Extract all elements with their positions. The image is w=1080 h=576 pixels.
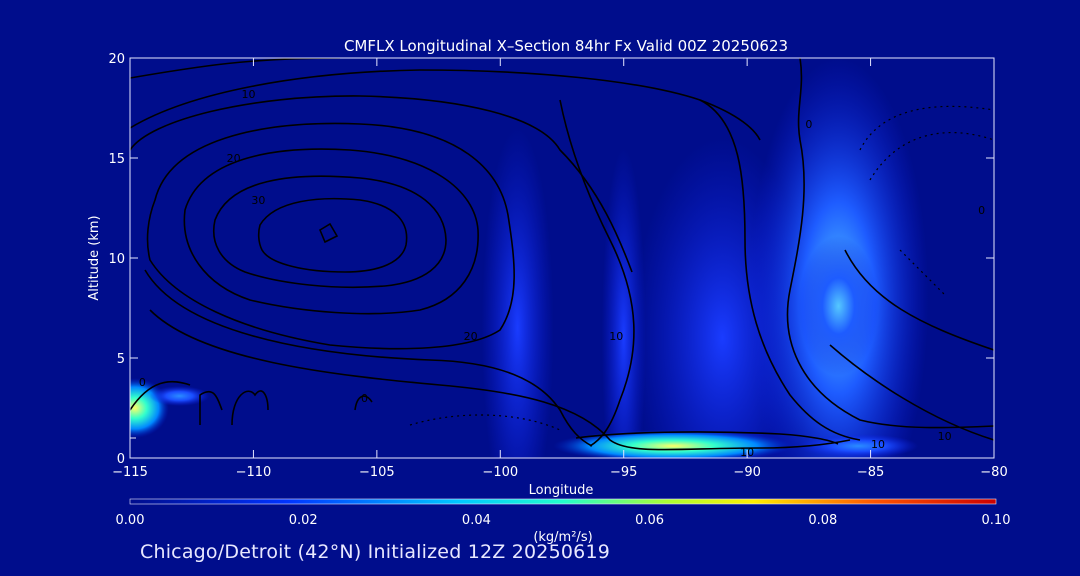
chart-title: CMFLX Longitudinal X–Section 84hr Fx Val…	[344, 37, 788, 55]
contour-line	[149, 309, 851, 451]
contour-line	[318, 222, 339, 244]
y-tick-label: 20	[108, 52, 125, 67]
contour-line	[144, 269, 593, 447]
contour-line	[559, 99, 635, 447]
x-tick-label: −105	[359, 465, 395, 480]
contour-line	[257, 197, 408, 273]
x-tick-label: −110	[236, 465, 272, 480]
x-tick-label: −115	[112, 465, 148, 480]
y-tick-label: 0	[117, 452, 125, 467]
contour-line	[899, 249, 946, 296]
flux-region	[553, 430, 794, 458]
contour-label: 0	[805, 118, 812, 131]
contour-line	[699, 99, 861, 441]
contour-line	[354, 395, 373, 411]
y-tick-label: 10	[108, 252, 125, 267]
contour-line	[575, 431, 839, 445]
contour-label: 0	[361, 392, 368, 405]
y-tick-label: 5	[117, 352, 125, 367]
flux-region	[481, 128, 554, 458]
contour-line	[130, 380, 191, 411]
contour-label: 10	[241, 88, 255, 101]
contour-label: 0	[978, 204, 985, 217]
contour-label: 20	[227, 152, 241, 165]
colorbar-tick-label: 0.08	[808, 513, 837, 528]
contour-lines	[130, 58, 994, 451]
colorbar-tick-label: 0.06	[635, 513, 664, 528]
colorbar-ticks: 0.00 0.02 0.04 0.06 0.08 0.10	[116, 513, 1011, 528]
colorbar-tick-label: 0.02	[289, 513, 318, 528]
contour-line	[130, 69, 761, 141]
contour-line	[199, 390, 223, 425]
y-axis-label: Altitude (km)	[87, 215, 102, 300]
colorbar-tick-label: 0.00	[116, 513, 145, 528]
flux-region-core	[798, 236, 879, 376]
colorbar: 0.00 0.02 0.04 0.06 0.08 0.10 (kg/m²/s)	[116, 498, 1011, 545]
x-tick-label: −80	[980, 465, 1007, 480]
y-tick-label: 15	[108, 152, 125, 167]
colorbar-tick-label: 0.10	[982, 513, 1011, 528]
contour-line	[844, 249, 994, 351]
contour-line	[130, 95, 633, 273]
colorbar-gradient	[129, 498, 997, 505]
y-axis: 0 5 10 15 20	[108, 52, 994, 467]
contour-line	[786, 58, 994, 429]
colorbar-label: (kg/m²/s)	[533, 530, 592, 545]
x-axis: −115 −110 −105 −100 −95 −90 −85 −80	[112, 58, 1008, 480]
contour-label: 10	[938, 430, 952, 443]
flux-region	[149, 386, 210, 406]
x-tick-label: −90	[733, 465, 760, 480]
contour-label: 20	[464, 330, 478, 343]
x-tick-label: −95	[610, 465, 637, 480]
x-tick-label: −85	[857, 465, 884, 480]
contour-line	[231, 390, 269, 426]
colorbar-tick-label: 0.04	[462, 513, 491, 528]
contour-label: 0	[139, 376, 146, 389]
x-tick-label: −100	[482, 465, 518, 480]
contour-line	[146, 122, 515, 350]
x-axis-label: Longitude	[529, 483, 594, 498]
contour-line	[869, 131, 994, 181]
contour-line	[213, 175, 447, 288]
flux-region	[130, 378, 169, 438]
contour-line	[829, 344, 994, 441]
contour-label: 30	[251, 194, 265, 207]
contour-label: 10	[871, 438, 885, 451]
contour-line	[409, 414, 561, 431]
contour-label: 10	[609, 330, 623, 343]
contour-line	[183, 148, 479, 315]
initialization-caption: Chicago/Detroit (42°N) Initialized 12Z 2…	[140, 541, 611, 563]
contour-line	[130, 58, 341, 79]
flux-shading	[130, 58, 929, 458]
